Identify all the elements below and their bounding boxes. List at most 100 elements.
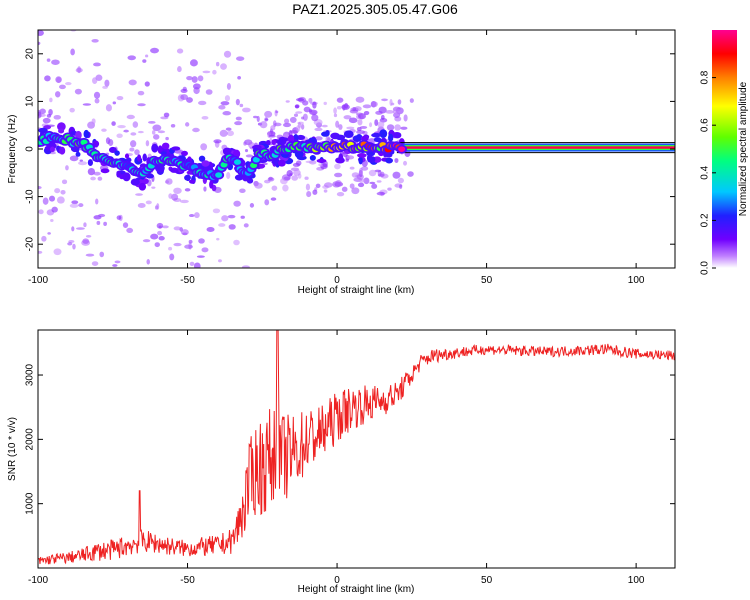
spectral-haze-blob <box>189 59 198 67</box>
spectral-haze-blob <box>289 116 297 124</box>
spectral-haze-blob <box>112 101 117 105</box>
spectral-haze-blob <box>137 103 146 107</box>
spectral-haze-blob <box>226 82 231 90</box>
spectral-haze-blob <box>49 195 56 202</box>
spectral-haze-blob <box>92 77 98 84</box>
spectral-haze-blob <box>296 98 305 102</box>
spectral-haze-blob <box>318 163 323 167</box>
ridge-core-blob <box>80 139 88 146</box>
spectral-haze-blob <box>357 182 365 188</box>
x-tick-label: -50 <box>180 575 195 586</box>
spectral-band-blob <box>138 182 147 191</box>
spectrogram-x-ticks: -100 -50 0 50 100 <box>28 30 645 286</box>
spectral-haze-blob <box>312 189 318 195</box>
spectral-haze-blob <box>202 70 211 74</box>
spectral-haze-blob <box>270 197 277 201</box>
spectral-haze-blob <box>93 171 101 176</box>
spectral-haze-blob <box>60 189 66 195</box>
spectral-haze-blob <box>132 121 139 128</box>
spectral-haze-blob <box>243 223 249 228</box>
spectral-haze-blob <box>170 123 176 128</box>
snr-series-line <box>38 330 675 565</box>
spectral-haze-blob <box>51 206 58 213</box>
y-tick-label: 1000 <box>25 492 36 515</box>
spectral-haze-blob <box>184 188 191 192</box>
spectral-haze-blob <box>295 160 302 166</box>
spectral-haze-blob <box>320 163 328 170</box>
spectral-haze-blob <box>376 191 386 196</box>
spectral-haze-blob <box>334 163 341 170</box>
spectral-haze-blob <box>394 158 399 163</box>
spectral-haze-blob <box>356 126 362 132</box>
spectral-band-blob <box>265 139 271 146</box>
spectral-haze-blob <box>306 191 312 198</box>
spectral-band-blob <box>75 151 81 157</box>
spectral-haze-blob <box>78 161 88 166</box>
snr-x-ticks: -100 -50 0 50 100 <box>28 330 645 586</box>
spectral-haze-blob <box>55 91 61 98</box>
x-tick-label: 100 <box>628 275 645 286</box>
spectral-haze-blob <box>129 147 135 152</box>
ridge-core-blob <box>398 146 406 152</box>
spectral-haze-blob <box>214 281 221 285</box>
spectral-haze-blob <box>130 140 137 148</box>
spectral-haze-blob <box>158 236 165 241</box>
x-tick-label: 0 <box>334 575 340 586</box>
ridge-core-blob <box>215 172 223 178</box>
spectral-haze-blob <box>42 117 51 124</box>
spectral-haze-blob <box>144 81 150 87</box>
spectral-haze-blob <box>346 155 351 159</box>
spectral-band-blob <box>271 139 277 145</box>
y-tick-label: -20 <box>25 237 36 252</box>
spectral-haze-blob <box>381 98 388 102</box>
spectral-haze-blob <box>254 182 263 189</box>
spectral-haze-blob <box>141 271 149 277</box>
spectral-band-blob <box>277 159 286 167</box>
spectral-haze-blob <box>386 124 395 131</box>
spectral-haze-blob <box>259 121 268 129</box>
spectral-haze-blob <box>184 244 193 249</box>
spectral-haze-blob <box>348 117 358 124</box>
spectral-haze-blob <box>130 132 137 136</box>
spectral-band-blob <box>385 157 393 164</box>
spectral-haze-blob <box>127 55 136 61</box>
colorbar: 0.0 0.2 0.4 0.6 0.8 Normalized spectral ampl… <box>700 30 749 275</box>
spectral-band-blob <box>185 174 191 182</box>
spectral-haze-blob <box>222 111 232 116</box>
spectral-haze-blob <box>323 101 327 106</box>
spectral-haze-blob <box>157 130 166 134</box>
spectral-haze-blob <box>165 178 173 185</box>
spectral-band-blob <box>209 180 214 189</box>
spectral-band-blob <box>357 153 367 158</box>
spectral-haze-blob <box>335 120 340 128</box>
spectral-haze-blob <box>150 47 160 54</box>
spectral-haze-blob <box>104 79 110 87</box>
spectral-haze-blob <box>85 253 95 257</box>
colorbar-tick-label: 0.0 <box>700 261 711 275</box>
spectral-haze-blob <box>196 255 205 258</box>
spectral-haze-blob <box>225 127 232 131</box>
spectral-haze-blob <box>194 212 200 219</box>
spectral-haze-blob <box>239 103 244 108</box>
y-tick-label: 3000 <box>25 363 36 386</box>
spectral-haze-blob <box>305 183 311 191</box>
spectral-haze-blob <box>304 176 309 180</box>
spectral-haze-blob <box>270 125 276 131</box>
spectral-band-blob <box>116 170 121 178</box>
spectral-haze-blob <box>78 203 84 208</box>
spectral-haze-blob <box>357 118 363 126</box>
y-tick-label: 0 <box>25 146 36 152</box>
spectral-haze-blob <box>334 180 342 187</box>
spectral-haze-blob <box>39 108 46 115</box>
colorbar-bar <box>712 30 737 268</box>
spectrogram-x-label: Height of straight line (km) <box>298 285 415 296</box>
spectral-haze-blob <box>180 88 188 94</box>
snr-frame <box>37 329 676 569</box>
spectral-haze-blob <box>50 219 54 222</box>
spectral-haze-blob <box>156 203 160 210</box>
spectral-haze-blob <box>71 226 75 232</box>
spectral-haze-blob <box>249 203 255 208</box>
spectral-haze-blob <box>403 160 408 166</box>
spectral-haze-blob <box>94 98 100 104</box>
